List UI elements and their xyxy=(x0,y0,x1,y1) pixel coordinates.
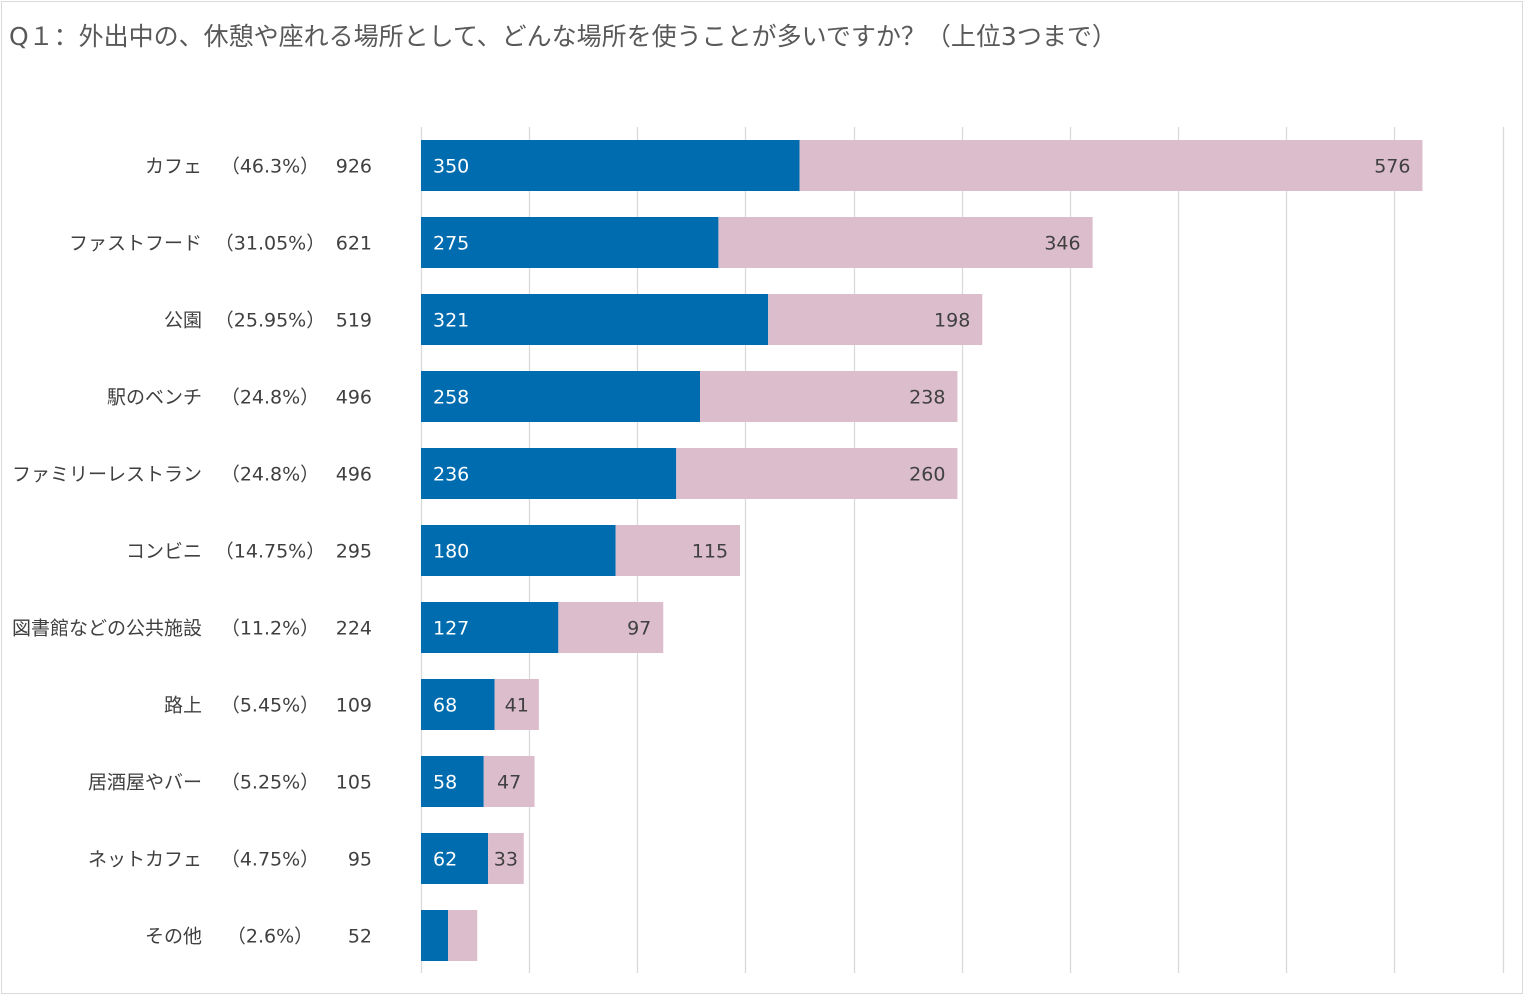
percent-label: （2.6%） xyxy=(227,926,313,948)
bar-series-1 xyxy=(421,679,495,730)
category-label: 駅のベンチ xyxy=(107,387,202,409)
data-label: 258 xyxy=(433,387,469,409)
total-label: 496 xyxy=(336,387,372,409)
percent-label: （5.25%） xyxy=(221,772,319,794)
bar-series-2 xyxy=(558,602,664,653)
percent-label: （11.2%） xyxy=(221,618,319,640)
total-label: 496 xyxy=(336,464,372,486)
category-label: 路上 xyxy=(164,695,202,717)
category-label: その他 xyxy=(145,926,202,948)
bar-series-2 xyxy=(483,756,535,807)
bar-series-1 xyxy=(421,217,719,268)
category-label: 公園 xyxy=(164,310,202,332)
bar-series-1 xyxy=(421,448,677,499)
total-label: 926 xyxy=(336,156,372,178)
percent-label: （14.75%） xyxy=(215,541,325,563)
total-label: 52 xyxy=(348,926,372,948)
bar-series-1 xyxy=(421,371,701,422)
data-label: 346 xyxy=(1044,233,1080,255)
data-label: 97 xyxy=(627,618,651,640)
category-label: 居酒屋やバー xyxy=(88,772,202,794)
bar-series-2 xyxy=(700,371,958,422)
total-label: 295 xyxy=(336,541,372,563)
bar-series-2 xyxy=(718,217,1093,268)
percent-label: （31.05%） xyxy=(215,233,325,255)
total-label: 105 xyxy=(336,772,372,794)
bar-series-2 xyxy=(768,294,983,345)
percent-label: （5.45%） xyxy=(221,695,319,717)
data-label: 115 xyxy=(692,541,728,563)
bar-series-2 xyxy=(494,679,539,730)
category-label: カフェ xyxy=(145,156,202,178)
bar-series-2 xyxy=(615,525,741,576)
bar-series-1 xyxy=(421,294,769,345)
percent-label: （25.95%） xyxy=(215,310,325,332)
bar-series-1 xyxy=(421,140,800,191)
chart-title: Q１：外出中の、休憩や座れる場所として、どんな場所を使うことが多いですか？（上位… xyxy=(9,22,1117,51)
category-labels: カフェ （46.3%） 926 ファストフード （31.05%） 621 公園 （25.95%… xyxy=(12,156,372,948)
total-label: 621 xyxy=(336,233,372,255)
data-label: 321 xyxy=(433,310,469,332)
total-label: 109 xyxy=(336,695,372,717)
data-label: 47 xyxy=(497,772,521,794)
data-label: 33 xyxy=(494,849,518,871)
total-label: 519 xyxy=(336,310,372,332)
percent-label: （24.8%） xyxy=(221,387,319,409)
percent-label: （4.75%） xyxy=(221,849,319,871)
data-label: 41 xyxy=(505,695,529,717)
bar-series-2 xyxy=(799,140,1423,191)
category-label: 図書館などの公共施設 xyxy=(12,618,202,640)
data-label: 350 xyxy=(433,156,469,178)
percent-label: （46.3%） xyxy=(221,156,319,178)
total-label: 224 xyxy=(336,618,372,640)
category-label: コンビニ xyxy=(126,541,202,563)
data-label: 68 xyxy=(433,695,457,717)
bar-series-2 xyxy=(488,833,524,884)
data-label: 198 xyxy=(934,310,970,332)
category-label: ファミリーレストラン xyxy=(12,464,202,486)
data-label: 275 xyxy=(433,233,469,255)
category-label: ファストフード xyxy=(69,233,202,255)
bar-series-1 xyxy=(421,910,449,961)
percent-label: （24.8%） xyxy=(221,464,319,486)
bar-series-1 xyxy=(421,756,484,807)
data-label: 238 xyxy=(909,387,945,409)
data-label: 260 xyxy=(909,464,945,486)
bar-series-1 xyxy=(421,602,559,653)
data-label: 180 xyxy=(433,541,469,563)
data-label: 58 xyxy=(433,772,457,794)
bars: 350 576 275 346 321 198 258 238 236 260 180 115 127 9… xyxy=(421,140,1423,961)
data-label: 62 xyxy=(433,849,457,871)
bar-series-2 xyxy=(448,910,478,961)
data-label: 576 xyxy=(1374,156,1410,178)
total-label: 95 xyxy=(348,849,372,871)
data-label: 236 xyxy=(433,464,469,486)
bar-series-1 xyxy=(421,833,489,884)
data-label: 127 xyxy=(433,618,469,640)
category-label: ネットカフェ xyxy=(88,849,202,871)
bar-series-1 xyxy=(421,525,616,576)
bar-series-2 xyxy=(676,448,958,499)
